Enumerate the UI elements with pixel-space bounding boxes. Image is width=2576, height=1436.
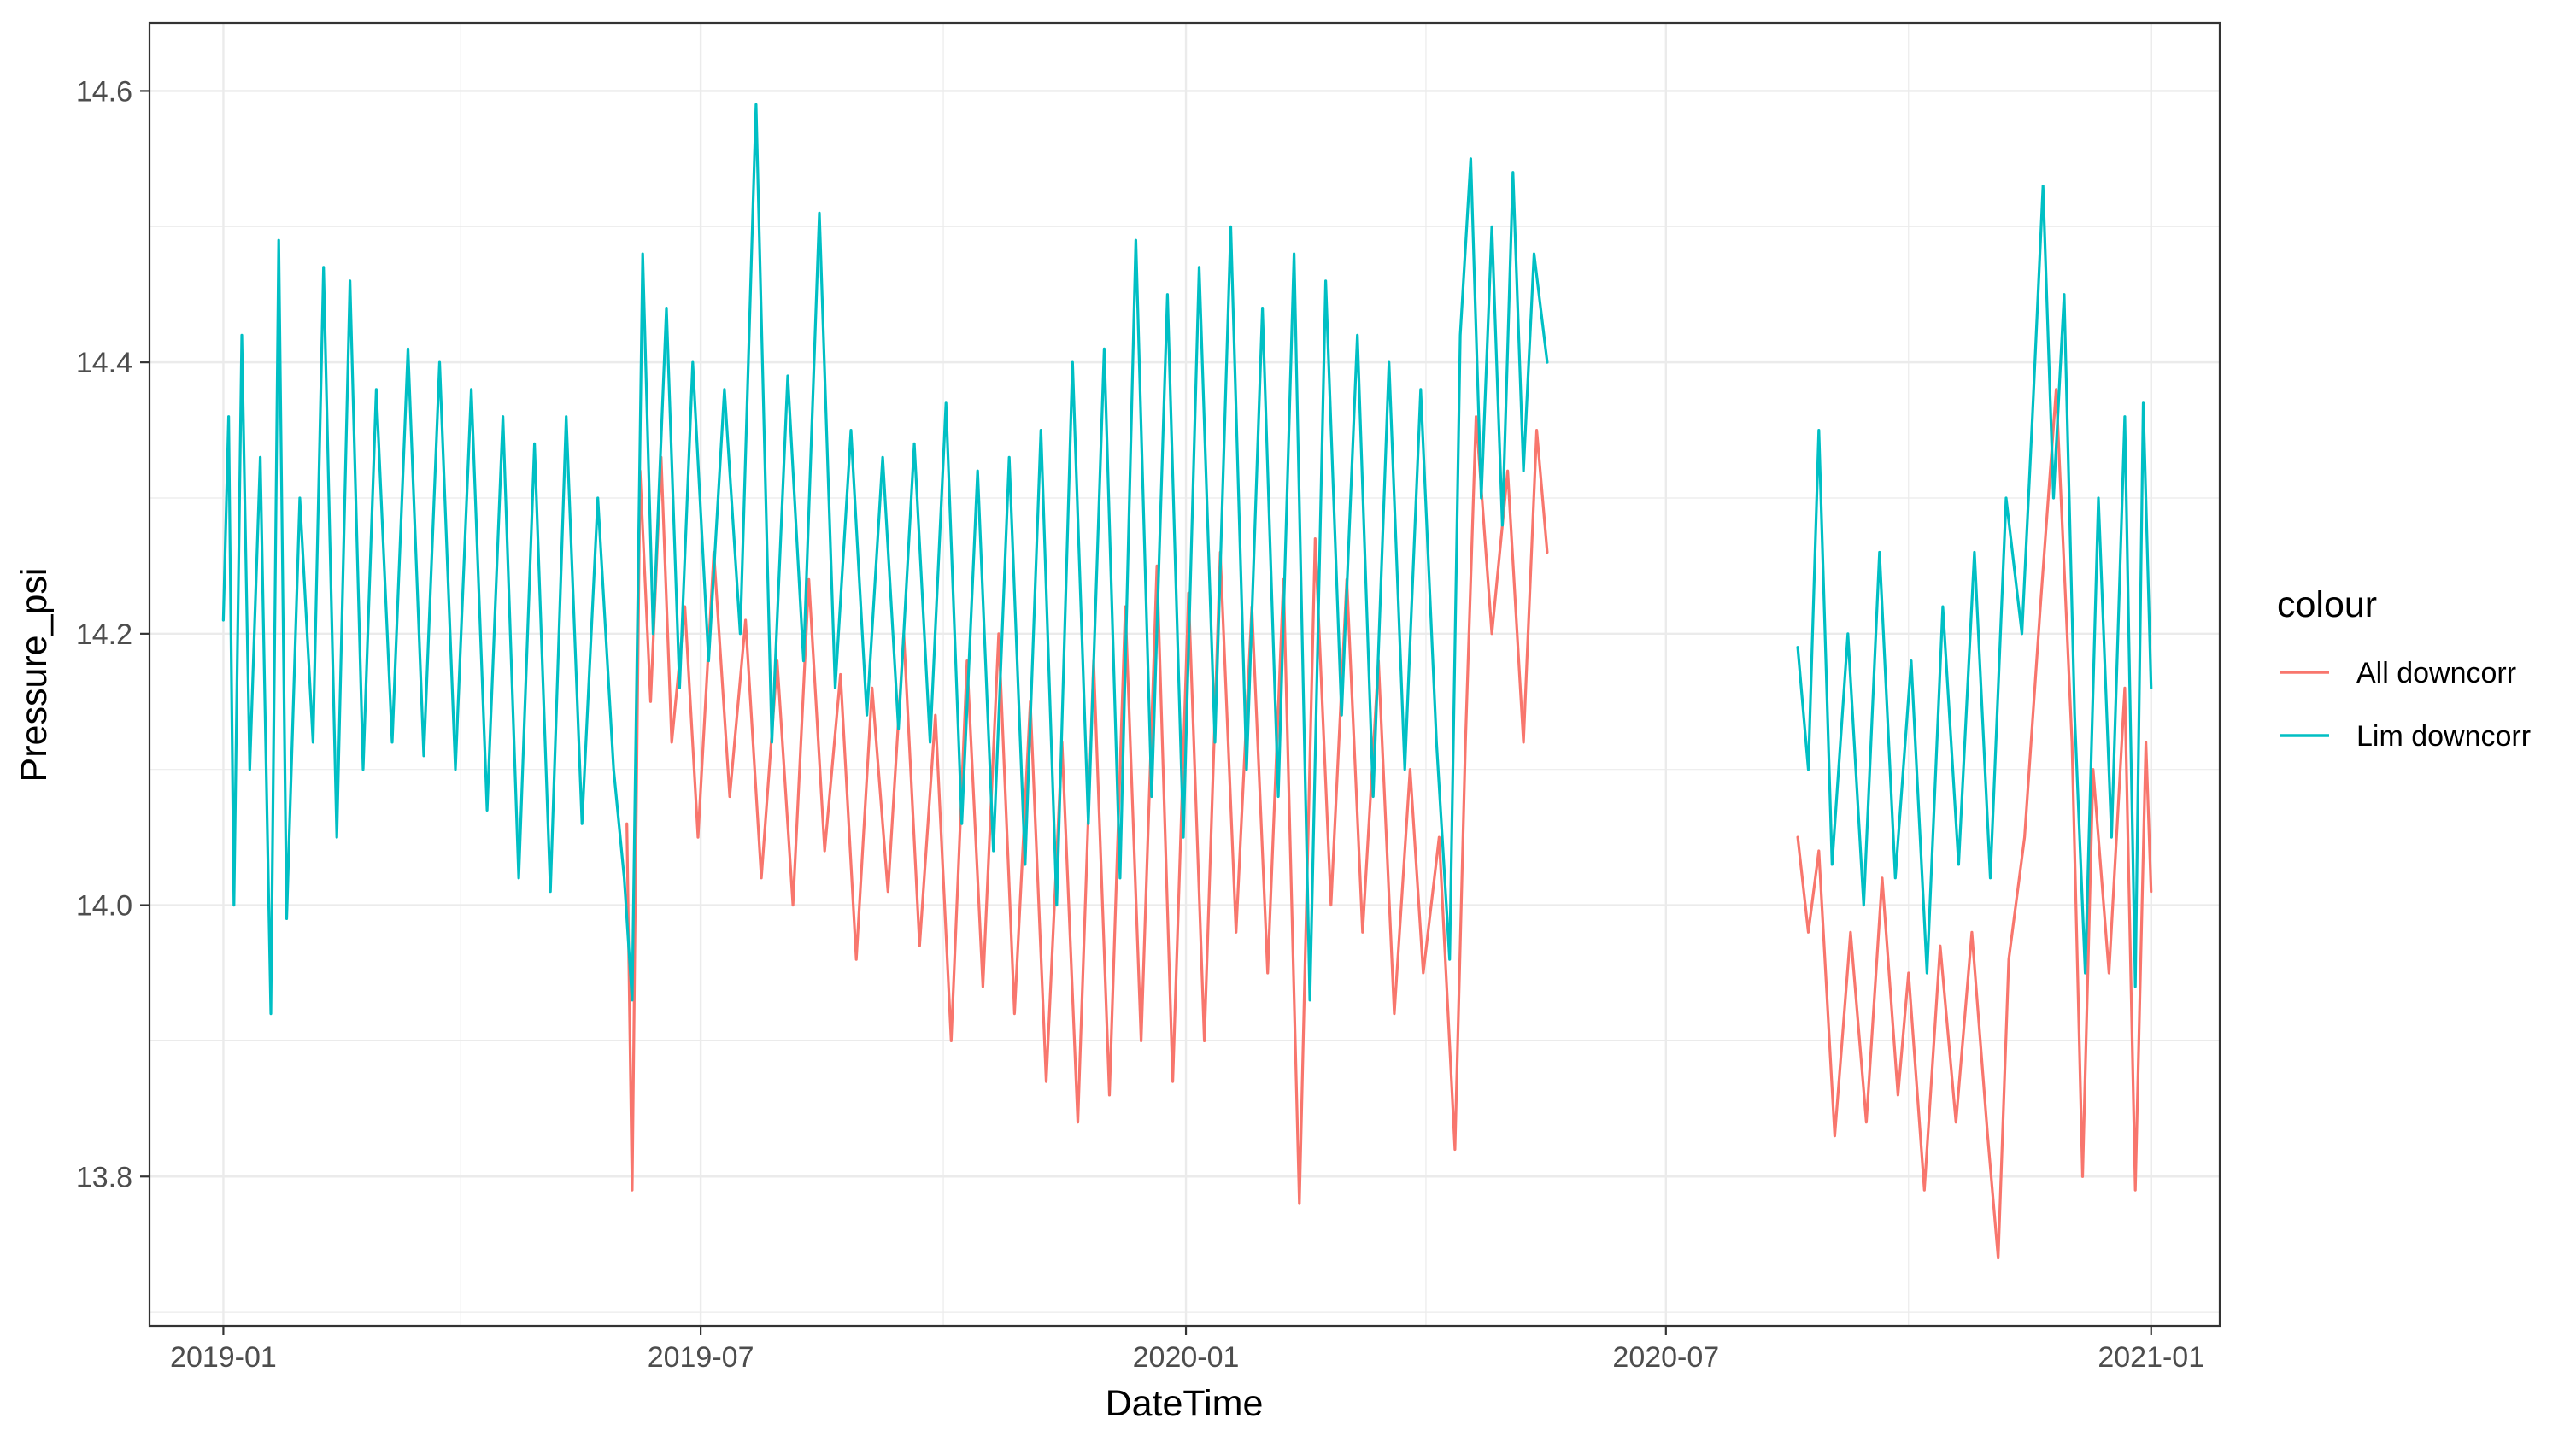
legend-item-all-downcorr: All downcorr — [2280, 657, 2516, 689]
y-tick-label: 14.6 — [76, 75, 132, 108]
y-axis-title: Pressure_psi — [14, 568, 55, 782]
series-line-lim-downcorr-segment-2 — [1796, 185, 2153, 988]
x-tick-label: 2020-07 — [1612, 1341, 1719, 1374]
x-axis: 2019-01 2019-07 2020-01 2020-07 2021-01 — [170, 1326, 2204, 1374]
legend-item-lim-downcorr: Lim downcorr — [2280, 720, 2531, 753]
series-line-all-downcorr-segment-2 — [1796, 388, 2153, 1260]
legend-label-lim-downcorr: Lim downcorr — [2356, 720, 2531, 753]
x-tick-label: 2020-01 — [1133, 1341, 1240, 1374]
series-all-downcorr — [625, 388, 2153, 1260]
y-axis: 13.8 14.0 14.2 14.4 14.6 — [76, 75, 150, 1193]
x-tick-label: 2019-01 — [170, 1341, 277, 1374]
y-tick-label: 14.2 — [76, 618, 132, 651]
series-line-lim-downcorr-segment-1 — [221, 103, 1549, 1016]
legend-label-all-downcorr: All downcorr — [2356, 657, 2516, 689]
y-tick-label: 13.8 — [76, 1161, 132, 1193]
series-lim-downcorr — [221, 103, 2153, 1016]
legend: colour All downcorr Lim downcorr — [2277, 584, 2531, 753]
y-tick-label: 14.4 — [76, 347, 132, 379]
y-tick-label: 14.0 — [76, 890, 132, 923]
x-tick-label: 2019-07 — [648, 1341, 754, 1374]
plot-area — [148, 21, 2221, 1328]
x-axis-title: DateTime — [1106, 1383, 1264, 1424]
series-layer — [221, 103, 2153, 1260]
plot-border — [148, 21, 2221, 1328]
legend-title: colour — [2277, 584, 2377, 625]
x-tick-label: 2021-01 — [2098, 1341, 2204, 1374]
series-line-all-downcorr-segment-1 — [625, 415, 1549, 1205]
